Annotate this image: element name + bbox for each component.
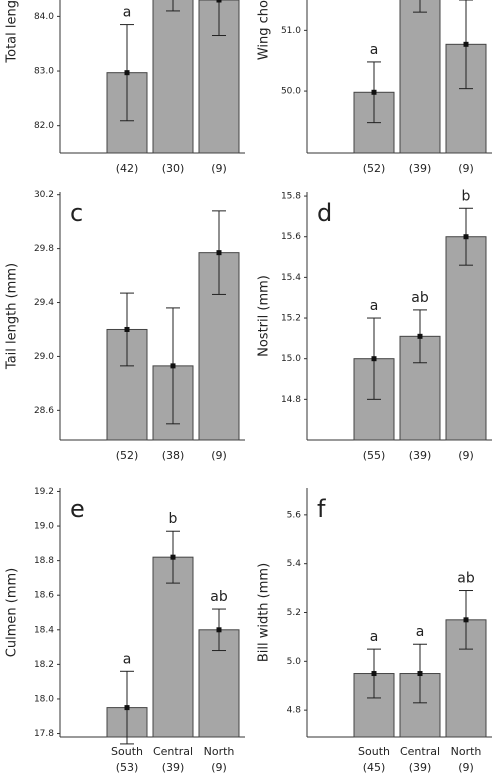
y-axis-label: Bill width (mm) xyxy=(257,563,272,662)
x-tick-label: North xyxy=(204,745,235,758)
y-tick-label: 29.8 xyxy=(34,244,54,254)
significance-letter: a xyxy=(123,5,132,21)
sample-size: (38) xyxy=(162,449,185,462)
mean-point xyxy=(124,705,130,711)
y-tick-label: 18.4 xyxy=(34,625,54,635)
mean-point xyxy=(216,627,222,633)
y-tick-label: 29.0 xyxy=(34,352,54,362)
y-tick-label: 18.0 xyxy=(34,694,54,704)
bar xyxy=(152,556,194,738)
mean-point xyxy=(216,250,222,256)
y-axis-label: Nostril (mm) xyxy=(257,275,272,357)
y-tick-label: 83.0 xyxy=(34,67,54,77)
significance-letter: b xyxy=(462,188,471,204)
y-tick-label: 15.6 xyxy=(281,232,301,242)
y-axis-label: Wing cho xyxy=(257,0,272,60)
sample-size: (52) xyxy=(363,162,386,175)
panel-label: f xyxy=(317,495,326,523)
sample-size: (9) xyxy=(458,761,474,774)
panel-label: e xyxy=(70,495,85,523)
x-tick-label: North xyxy=(451,745,482,758)
significance-letter: ab xyxy=(457,571,475,587)
mean-point xyxy=(170,363,176,369)
significance-letter: a xyxy=(370,629,379,645)
mean-point xyxy=(417,333,423,339)
sample-size: (53) xyxy=(116,761,139,774)
mean-point xyxy=(124,326,130,332)
y-tick-label: 17.8 xyxy=(34,729,54,739)
sample-size: (9) xyxy=(458,162,474,175)
y-tick-label: 15.0 xyxy=(281,354,301,364)
y-tick-label: 5.2 xyxy=(287,608,301,618)
significance-letter: a xyxy=(416,624,425,640)
sample-size: (9) xyxy=(211,761,227,774)
mean-point xyxy=(216,0,222,3)
significance-letter: b xyxy=(169,511,178,527)
y-tick-label: 15.8 xyxy=(281,192,301,202)
sample-size: (39) xyxy=(409,761,432,774)
sample-size: (42) xyxy=(116,162,139,175)
mean-point xyxy=(371,89,377,95)
sample-size: (39) xyxy=(162,761,185,774)
y-tick-label: 15.4 xyxy=(281,273,301,283)
significance-letter: ab xyxy=(411,290,429,306)
sample-size: (39) xyxy=(409,449,432,462)
sample-size: (52) xyxy=(116,449,139,462)
sample-size: (9) xyxy=(211,162,227,175)
significance-letter: a xyxy=(370,298,379,314)
y-tick-label: 50.0 xyxy=(281,87,301,97)
y-tick-label: 4.8 xyxy=(287,706,302,716)
sample-size: (45) xyxy=(363,761,386,774)
y-tick-label: 18.8 xyxy=(34,556,54,566)
mean-point xyxy=(463,234,469,240)
sample-size: (9) xyxy=(458,449,474,462)
bar xyxy=(445,236,487,441)
y-tick-label: 29.4 xyxy=(34,298,54,308)
y-tick-label: 82.0 xyxy=(34,121,54,131)
x-tick-label: South xyxy=(358,745,390,758)
mean-point xyxy=(124,70,130,76)
y-tick-label: 18.2 xyxy=(34,660,54,670)
sample-size: (30) xyxy=(162,162,185,175)
y-tick-label: 84.0 xyxy=(34,12,54,22)
y-axis-label: Tail length (mm) xyxy=(5,263,20,370)
sample-size: (9) xyxy=(211,449,227,462)
mean-point xyxy=(170,554,176,560)
mean-point xyxy=(417,671,423,677)
mean-point xyxy=(463,41,469,47)
y-tick-label: 15.2 xyxy=(281,314,301,324)
panel-label: d xyxy=(317,199,332,227)
y-tick-label: 19.2 xyxy=(34,487,54,497)
bar xyxy=(152,0,194,154)
significance-letter: a xyxy=(370,42,379,58)
x-tick-label: South xyxy=(111,745,143,758)
x-tick-label: Central xyxy=(153,745,193,758)
mean-point xyxy=(463,617,469,623)
significance-letter: a xyxy=(123,651,132,667)
y-tick-label: 5.6 xyxy=(287,510,302,520)
x-tick-label: Central xyxy=(400,745,440,758)
panel-label: c xyxy=(70,199,83,227)
sample-size: (55) xyxy=(363,449,386,462)
y-tick-label: 5.4 xyxy=(287,559,302,569)
y-tick-label: 18.6 xyxy=(34,591,54,601)
significance-letter: ab xyxy=(210,589,228,605)
y-tick-label: 51.0 xyxy=(281,26,301,36)
bar xyxy=(399,0,441,154)
y-tick-label: 14.8 xyxy=(281,395,301,405)
y-tick-label: 19.0 xyxy=(34,522,54,532)
y-axis-label: Total leng xyxy=(5,0,20,64)
sample-size: (39) xyxy=(409,162,432,175)
mean-point xyxy=(371,356,377,362)
mean-point xyxy=(371,671,377,677)
y-tick-label: 30.2 xyxy=(34,190,54,200)
y-tick-label: 28.6 xyxy=(34,406,54,416)
y-tick-label: 5.0 xyxy=(287,657,302,667)
y-axis-label: Culmen (mm) xyxy=(5,568,20,657)
